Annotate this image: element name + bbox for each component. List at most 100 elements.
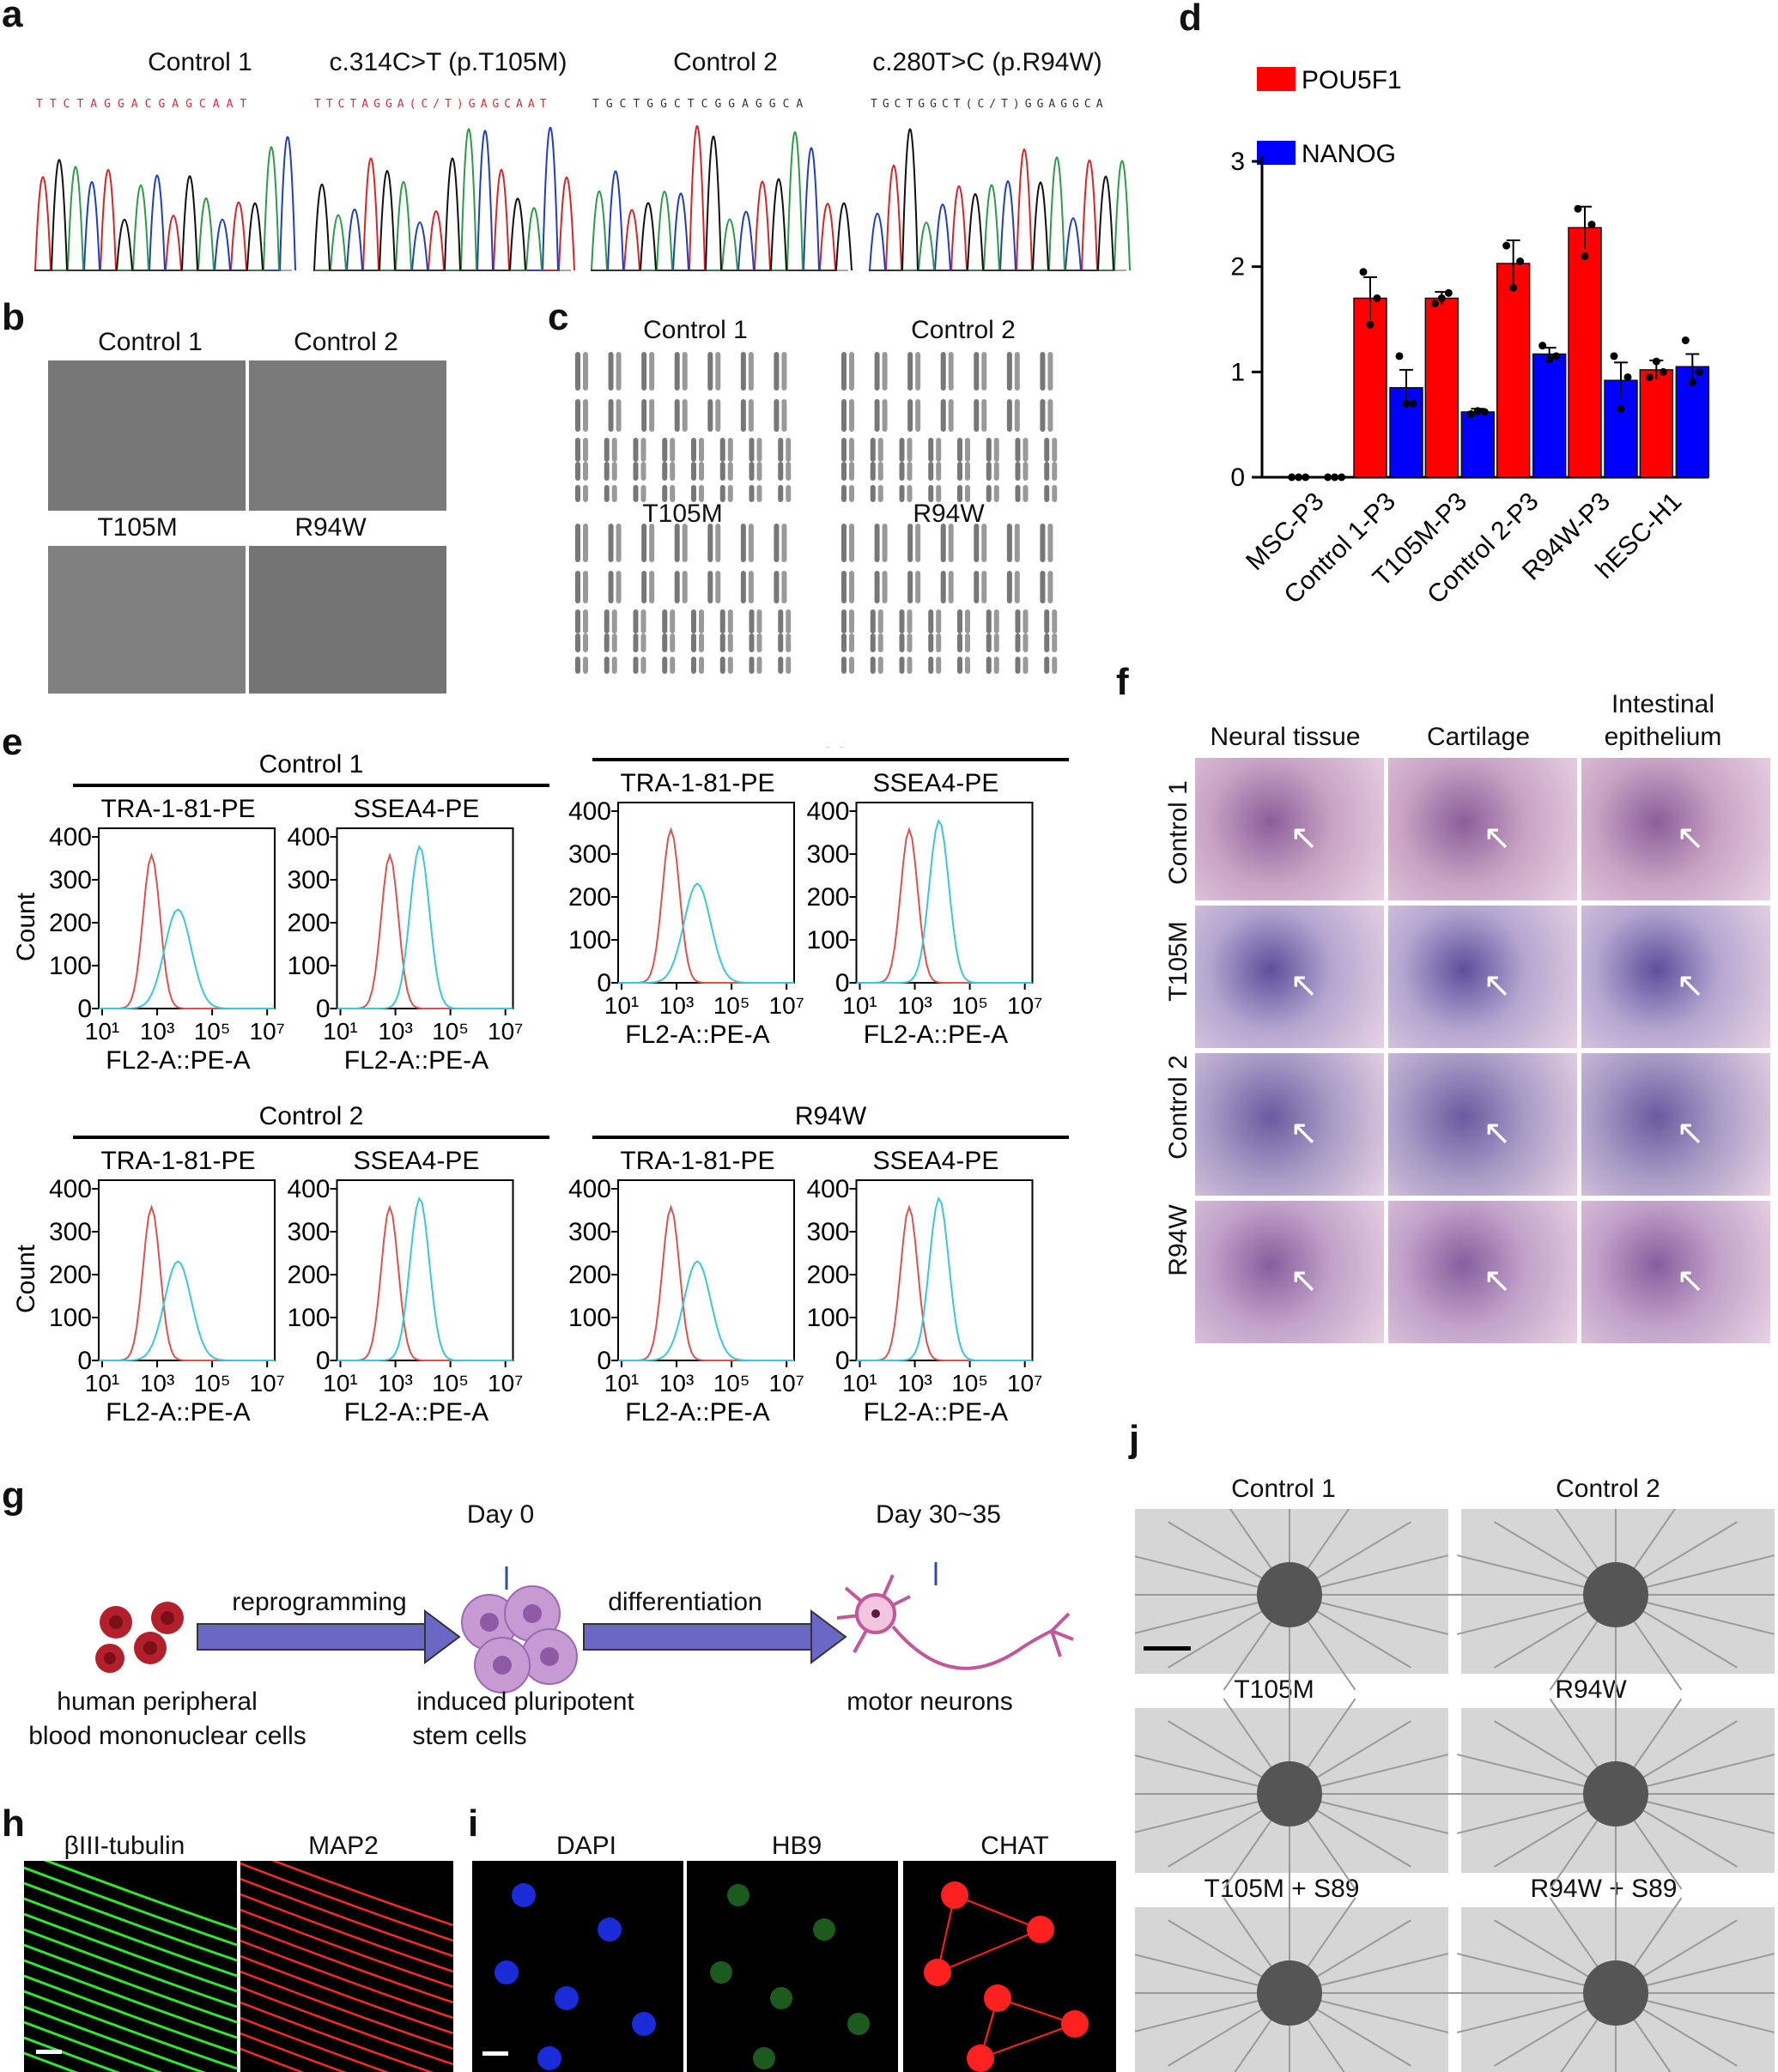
chromosome	[674, 352, 680, 391]
chromosome	[691, 657, 696, 674]
chromosome	[719, 485, 725, 502]
karyotype-label: T105M	[642, 500, 723, 528]
chromosome	[662, 609, 668, 633]
y-tick-label: 200	[806, 883, 849, 912]
legend-swatch	[1257, 67, 1296, 91]
neurite-green	[24, 2021, 163, 2072]
data-point	[1509, 283, 1518, 292]
chromosome	[981, 352, 987, 391]
data-point	[1623, 373, 1632, 381]
histogram-group-title: R94W	[795, 1102, 867, 1130]
chromosome	[1040, 571, 1046, 603]
chromosome	[870, 633, 876, 652]
chromosome	[936, 485, 942, 502]
teratoma-section-image: ↖	[1388, 1201, 1577, 1343]
chromosome	[774, 571, 780, 603]
histogram-group-title: Control 1	[259, 750, 364, 779]
chromosome	[575, 438, 580, 462]
chromosome	[583, 633, 588, 652]
x-axis-label: FL2-A::PE-A	[625, 1021, 769, 1049]
chromosome	[974, 524, 980, 562]
chromosome	[877, 462, 883, 481]
y-tick-label: 200	[49, 1261, 92, 1289]
x-tick-label: 10³	[659, 992, 694, 1019]
chromosome	[699, 609, 704, 633]
immunofluorescence-i	[472, 1861, 1116, 2072]
x-tick-label: 10⁵	[713, 992, 750, 1019]
neurite-red	[240, 1893, 453, 1973]
chromosome	[965, 462, 970, 481]
micrograph-label: Control 1	[98, 328, 203, 356]
chromosome	[993, 657, 999, 674]
y-tick-label: 400	[568, 797, 611, 826]
neurite-green	[24, 1928, 238, 2008]
micrograph-label: Control 2	[294, 328, 398, 356]
x-tick-label: 10⁷	[1007, 992, 1042, 1019]
y-tick-label: 2	[1230, 253, 1245, 282]
y-tick-label: 200	[287, 909, 330, 937]
x-tick-label: 10¹	[85, 1370, 119, 1396]
chromosome	[575, 485, 580, 502]
chromosome	[907, 657, 913, 674]
data-point	[1359, 268, 1368, 276]
hb9-cell	[753, 2047, 775, 2069]
neurite-green	[24, 1990, 238, 2070]
histogram-frame	[617, 802, 795, 984]
data-point	[1324, 473, 1332, 482]
cell-type-label: human peripheral	[57, 1687, 258, 1716]
chromosome	[691, 438, 696, 462]
chromosome	[649, 399, 655, 432]
chromosome	[682, 571, 688, 603]
histogram-frame	[98, 1179, 276, 1361]
chromosome	[940, 571, 946, 603]
neurite-red	[240, 1908, 453, 1989]
chromosome	[841, 399, 847, 432]
chromosome	[786, 438, 792, 462]
chromosome	[928, 485, 934, 502]
chromosome	[641, 571, 647, 603]
chromosome	[575, 571, 580, 603]
x-tick-label: 10¹	[842, 992, 877, 1019]
chromatogram-title: Control 1	[148, 48, 252, 76]
chromosome	[899, 657, 905, 674]
chromosome	[1052, 485, 1058, 502]
chromosome	[899, 633, 905, 652]
dapi-nucleus	[512, 1883, 536, 1907]
histogram-curve	[337, 844, 513, 1009]
chromosome	[1015, 657, 1021, 674]
chromosome	[774, 399, 780, 432]
karyotype-label: R94W	[913, 500, 985, 528]
chromosome	[781, 524, 787, 562]
chromosome	[882, 571, 888, 603]
data-point	[1302, 473, 1310, 482]
chromosome	[874, 524, 880, 562]
chromosome	[870, 485, 876, 502]
bar	[1532, 353, 1567, 478]
neurite-green	[24, 1943, 238, 2024]
chromatogram-title: c.280T>C (p.R94W)	[872, 48, 1102, 76]
y-tick-label: 400	[49, 823, 92, 851]
chromosome	[936, 438, 942, 462]
arrow-icon: ↖	[1483, 818, 1512, 857]
chromosome	[928, 609, 934, 633]
chromosome	[948, 571, 954, 603]
hb9-cell	[847, 2013, 870, 2035]
y-tick-label: 0	[835, 1347, 850, 1375]
chromosome	[583, 399, 588, 432]
chromosome	[749, 633, 755, 652]
chromosome	[986, 438, 992, 462]
chromosome	[608, 571, 614, 603]
panel-label-e: e	[2, 721, 23, 763]
chromosome	[1052, 438, 1058, 462]
neurite-green	[24, 1897, 238, 1978]
data-point	[1545, 355, 1554, 364]
hb9-cell	[770, 1987, 792, 2009]
neurite-green	[24, 1959, 238, 2039]
arrow-icon: ↖	[1676, 966, 1705, 1005]
x-tick-label: 10⁵	[194, 1018, 231, 1045]
data-point	[1295, 473, 1303, 482]
y-tick-label: 0	[1230, 463, 1245, 492]
chromosome	[974, 571, 980, 603]
histogram-title: SSEA4-PE	[354, 795, 480, 823]
chromosome	[1014, 524, 1020, 562]
